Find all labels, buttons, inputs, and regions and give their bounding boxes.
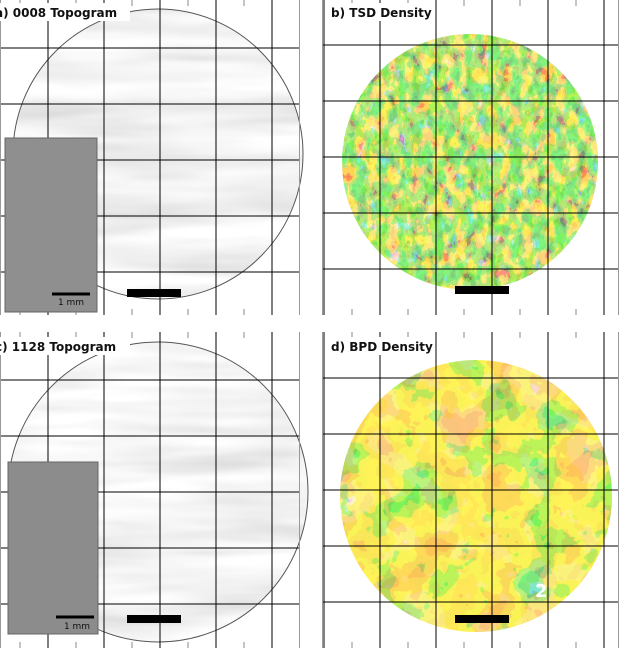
scale-bar (127, 289, 181, 297)
panel-title: b) TSD Density (331, 6, 432, 20)
inset-image (5, 138, 97, 312)
panel-title: c) 1128 Topogram (0, 340, 116, 354)
panel-title: a) 0008 Topogram (0, 6, 117, 20)
figure: 1 mm 1 mm a) 0008 Topogram b) TSD Densit… (0, 0, 619, 648)
inset-scale-label: 1 mm (64, 622, 90, 632)
annotation: 2 (535, 581, 548, 602)
inset-scale-label: 1 mm (58, 298, 84, 308)
inset-image (8, 462, 98, 634)
scale-bar (455, 615, 509, 623)
panel-title: d) BPD Density (331, 340, 433, 354)
tsd-map (330, 20, 619, 310)
scale-bar (455, 286, 509, 294)
bpd-map (330, 350, 619, 640)
scale-bar (127, 615, 181, 623)
